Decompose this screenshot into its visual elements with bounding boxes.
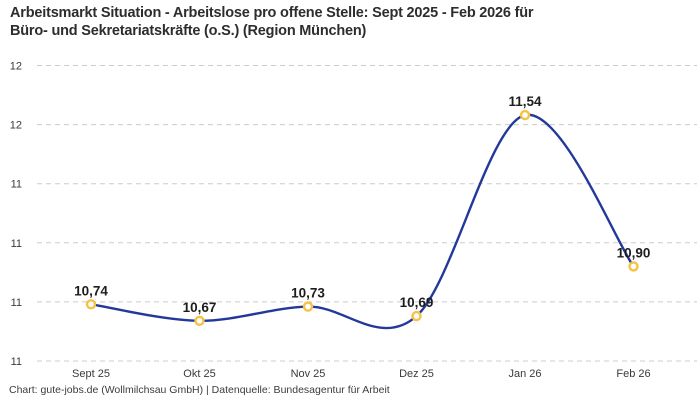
data-point-marker[interactable] <box>194 315 205 326</box>
data-point-label: 10,90 <box>617 245 651 260</box>
chart-title-line-2: Büro- und Sekretariatskräfte (o.S.) (Reg… <box>10 23 367 39</box>
x-axis-tick-label: Feb 26 <box>616 368 650 380</box>
y-axis-tick-label: 12 <box>10 120 22 132</box>
data-point-label: 10,69 <box>400 295 434 310</box>
x-axis-tick-label: Jan 26 <box>508 368 541 380</box>
data-point-marker[interactable] <box>628 261 639 272</box>
chart-title-line-1: Arbeitsmarkt Situation - Arbeitslose pro… <box>10 5 534 21</box>
y-axis-tick-label: 11 <box>11 297 22 309</box>
y-axis-tick-label: 11 <box>11 179 22 191</box>
data-point-marker[interactable] <box>411 310 422 322</box>
data-point-label: 10,73 <box>291 286 325 301</box>
data-point-label: 11,54 <box>508 94 542 109</box>
x-axis-tick-label: Dez 25 <box>399 368 434 380</box>
x-axis-tick-label: Sept 25 <box>72 368 110 380</box>
data-point-marker[interactable] <box>519 109 531 121</box>
chart-title: Arbeitsmarkt Situation - Arbeitslose pro… <box>10 4 670 40</box>
data-point-label: 10,74 <box>74 283 108 298</box>
y-axis-tick-label: 11 <box>11 238 22 250</box>
data-point-marker[interactable] <box>302 301 314 312</box>
y-axis-tick-label: 12 <box>10 61 22 73</box>
attribution-text: Chart: gute-jobs.de (Wollmilchsau GmbH) … <box>9 384 390 396</box>
x-axis-tick-label: Okt 25 <box>183 368 215 380</box>
data-point-label: 10,67 <box>183 300 217 315</box>
y-axis-tick-label: 11 <box>11 356 22 368</box>
data-point-marker[interactable] <box>85 299 97 310</box>
chart-line <box>89 113 635 330</box>
x-axis-tick-label: Nov 25 <box>291 368 326 380</box>
